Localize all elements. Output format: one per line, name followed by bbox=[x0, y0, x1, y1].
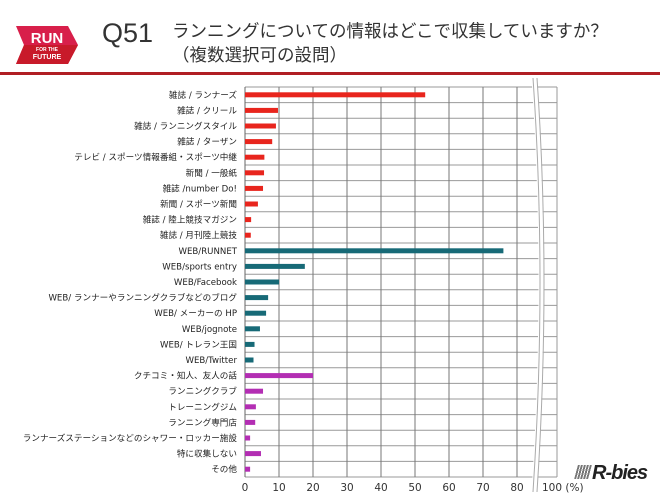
svg-text:FUTURE: FUTURE bbox=[33, 54, 62, 61]
header-rule bbox=[0, 72, 660, 75]
run-for-the-future-logo: RUN FOR THE FUTURE bbox=[16, 26, 78, 64]
category-label: 雑誌 / ランニングスタイル bbox=[134, 120, 237, 132]
axis-break-line bbox=[532, 77, 541, 493]
category-label: ランニング専門店 bbox=[168, 416, 237, 428]
bar bbox=[245, 373, 313, 379]
bar bbox=[245, 279, 279, 285]
category-label: トレーニングジム bbox=[168, 401, 237, 413]
bar bbox=[245, 310, 267, 316]
category-label: 雑誌 / ターザン bbox=[177, 136, 237, 148]
category-label: 雑誌 / クリール bbox=[177, 104, 237, 116]
bar bbox=[245, 357, 254, 363]
bar bbox=[245, 107, 278, 113]
bar bbox=[245, 451, 261, 457]
category-label: WEB/RUNNET bbox=[178, 247, 237, 257]
bar bbox=[245, 295, 269, 301]
brand-stripes-icon bbox=[574, 465, 592, 479]
axis-break-line bbox=[536, 77, 545, 493]
question-number: Q51 bbox=[102, 18, 154, 48]
category-label: 雑誌 /number Do! bbox=[163, 182, 237, 194]
bar bbox=[245, 185, 264, 191]
brand-text: R-bies bbox=[592, 462, 648, 484]
x-tick-label: 20 bbox=[306, 482, 319, 494]
svg-text:RUN: RUN bbox=[31, 30, 64, 47]
bar bbox=[245, 466, 251, 472]
category-label: WEB/ メーカーの HP bbox=[154, 308, 237, 319]
bar bbox=[245, 201, 258, 207]
x-tick-label: 80 bbox=[510, 482, 523, 494]
axis-break-mask bbox=[531, 77, 544, 493]
bar bbox=[245, 92, 426, 98]
category-label: WEB/ ランナーやランニングクラブなどのブログ bbox=[48, 292, 237, 304]
bar bbox=[245, 170, 265, 176]
category-label: テレビ / スポーツ情報番組・スポーツ中継 bbox=[74, 151, 237, 163]
bar bbox=[245, 154, 265, 160]
category-label: 特に収集しない bbox=[177, 448, 237, 460]
bar bbox=[245, 341, 255, 347]
x-tick-label: 30 bbox=[340, 482, 353, 494]
category-label: WEB/jognote bbox=[182, 325, 237, 335]
x-tick-label: 40 bbox=[374, 482, 387, 494]
bar bbox=[245, 435, 251, 441]
category-label: 新聞 / スポーツ新聞 bbox=[160, 198, 237, 210]
title-line-1: ランニングについての情報はどこで収集していますか？ bbox=[172, 22, 608, 42]
bar bbox=[245, 123, 276, 129]
x-tick-label: 70 bbox=[476, 482, 489, 494]
category-label: 雑誌 / ランナーズ bbox=[169, 89, 237, 101]
x-tick-label: 100 (%) bbox=[542, 482, 584, 494]
bar bbox=[245, 404, 256, 410]
category-label: クチコミ・知人、友人の話 bbox=[134, 370, 238, 382]
bar bbox=[245, 217, 252, 223]
category-label: WEB/Twitter bbox=[185, 356, 237, 366]
category-label: WEB/ トレラン王国 bbox=[160, 339, 237, 350]
bar bbox=[245, 248, 504, 254]
bar bbox=[245, 263, 305, 269]
title-line-2: （複数選択可の設問） bbox=[172, 46, 347, 66]
x-tick-label: 0 bbox=[242, 482, 249, 494]
brand-logo: R-bies bbox=[574, 462, 648, 485]
category-label: WEB/sports entry bbox=[162, 262, 237, 272]
category-label: ランナーズステーションなどのシャワー・ロッカー施設 bbox=[23, 432, 238, 444]
category-label: WEB/Facebook bbox=[174, 278, 237, 288]
category-label: 新聞 / 一般紙 bbox=[186, 167, 238, 179]
svg-text:FOR THE: FOR THE bbox=[36, 47, 59, 53]
category-label: ランニングクラブ bbox=[168, 385, 237, 397]
bar bbox=[245, 232, 251, 238]
x-tick-label: 50 bbox=[408, 482, 421, 494]
x-tick-label: 10 bbox=[272, 482, 285, 494]
category-label: 雑誌 / 陸上競技マガジン bbox=[143, 214, 237, 226]
bar bbox=[245, 419, 256, 425]
x-tick-label: 60 bbox=[442, 482, 455, 494]
page-title: ランニングについての情報はどこで収集していますか？ （複数選択可の設問） bbox=[172, 20, 608, 68]
category-label: その他 bbox=[211, 463, 237, 475]
category-label: 雑誌 / 月刊陸上競技 bbox=[160, 229, 238, 241]
bar bbox=[245, 139, 273, 145]
bar bbox=[245, 388, 264, 394]
bar bbox=[245, 326, 260, 332]
